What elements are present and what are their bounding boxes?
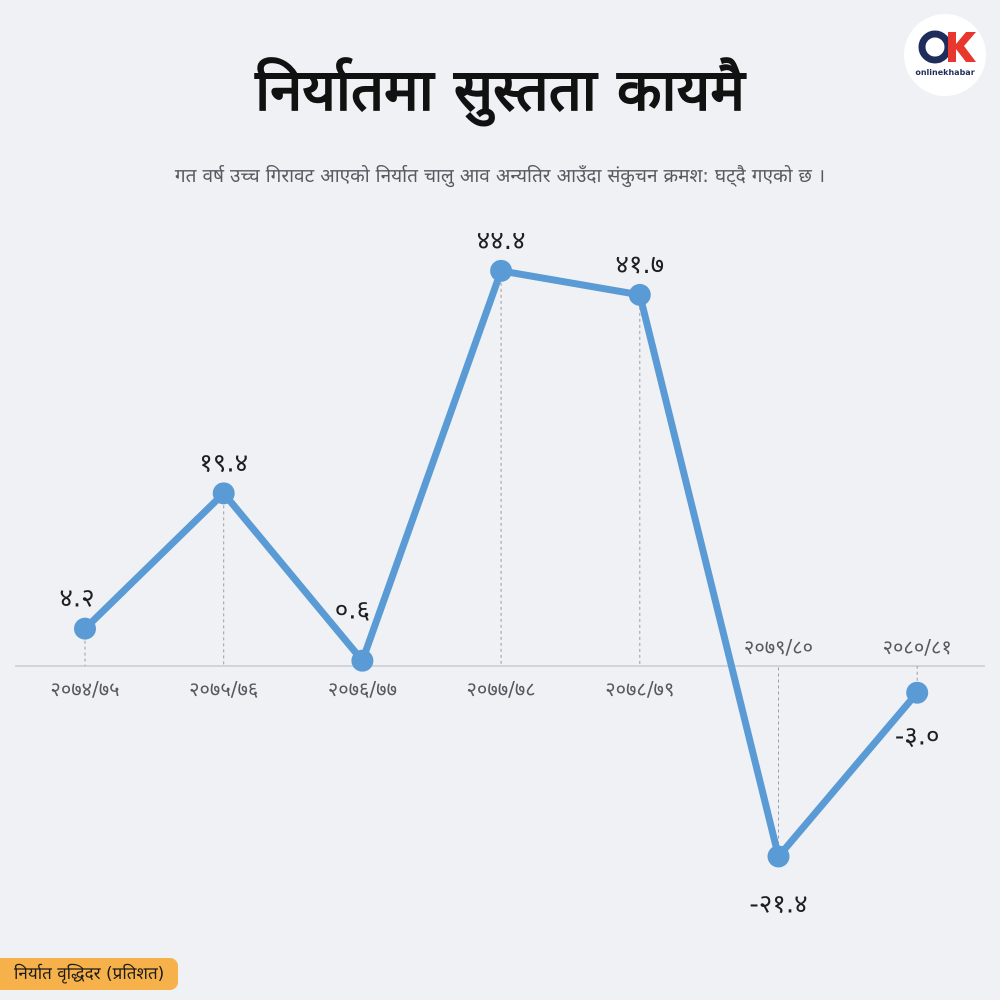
- ok-logo-icon: onlinekhabar: [915, 30, 978, 77]
- onlinekhabar-logo: onlinekhabar: [904, 14, 986, 96]
- x-tick-label: २०७५/७६: [189, 677, 258, 701]
- data-label: -२१.४: [749, 889, 807, 919]
- data-label: ०.६: [335, 596, 370, 626]
- x-tick-label: २०७७/७८: [467, 677, 536, 701]
- data-label: ४४.४: [477, 226, 526, 256]
- data-point: [351, 649, 374, 672]
- x-tick-label: २०७६/७७: [328, 677, 397, 701]
- data-label: ४.२: [59, 584, 94, 614]
- data-point: [906, 681, 929, 704]
- x-tick-label: २०७८/७९: [605, 677, 674, 701]
- data-point: [74, 617, 96, 640]
- data-point: [628, 283, 651, 306]
- chart-title: निर्यातमा सुस्तता कायमै: [255, 56, 745, 124]
- y-axis-label-badge: निर्यात वृद्धिदर (प्रतिशत): [0, 958, 179, 990]
- data-point: [767, 845, 790, 868]
- svg-text:onlinekhabar: onlinekhabar: [915, 68, 974, 77]
- data-label: ४१.७: [615, 250, 664, 280]
- x-tick-label: २०७४/७५: [50, 677, 119, 701]
- data-point: [490, 259, 513, 282]
- chart-subtitle: गत वर्ष उच्च गिरावट आएको निर्यात चालु आव…: [174, 165, 826, 187]
- x-tick-label: २०७९/८०: [744, 635, 813, 659]
- data-label: -३.०: [895, 722, 940, 752]
- x-tick-label: २०८०/८१: [883, 635, 952, 659]
- data-label: १९.४: [199, 448, 248, 478]
- data-point: [212, 482, 235, 505]
- series-line: [81, 267, 921, 860]
